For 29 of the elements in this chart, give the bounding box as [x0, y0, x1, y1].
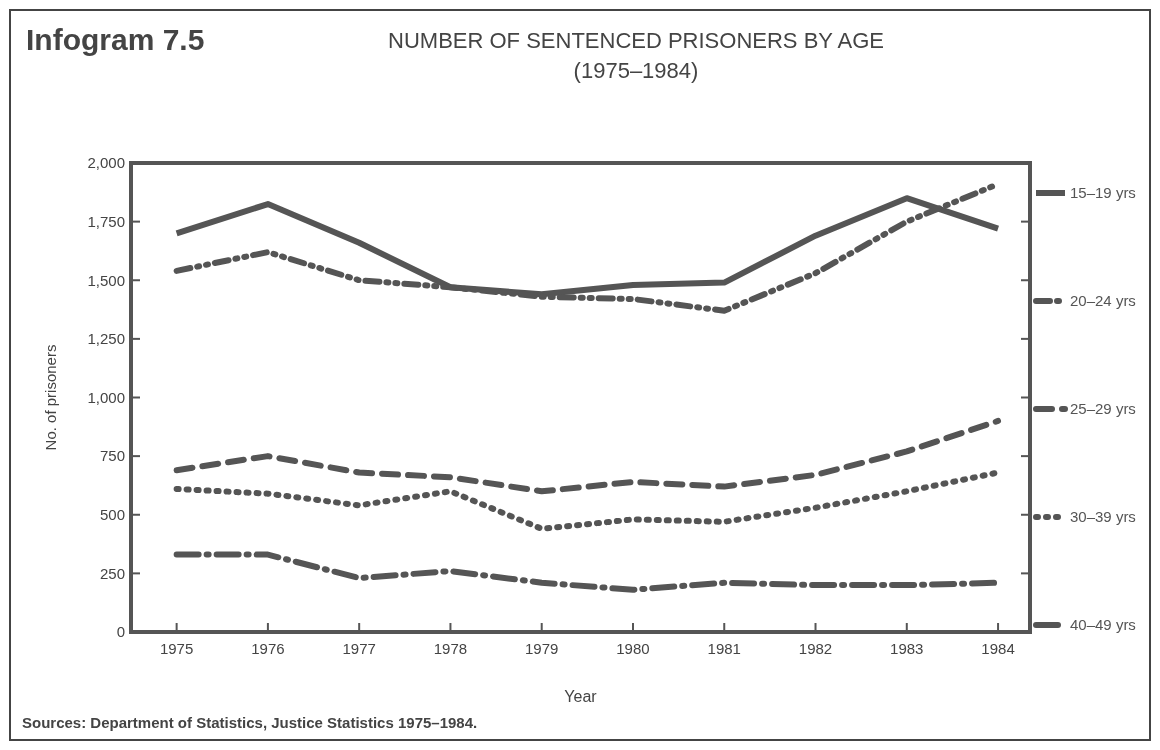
- y-tick-label: 750: [99, 447, 125, 465]
- y-tick-label: 1,250: [87, 330, 125, 348]
- y-tick-label: 250: [99, 564, 125, 582]
- y-tick-label: 1,750: [87, 212, 125, 230]
- x-tick-label: 1980: [616, 640, 650, 657]
- y-tick-label: 1,000: [87, 388, 125, 406]
- legend-label: 40–49 yrs: [1070, 616, 1136, 634]
- legend-label: 30–39 yrs: [1070, 508, 1136, 526]
- y-tick-label: 2,000: [87, 154, 125, 172]
- y-tick-label: 500: [99, 506, 125, 523]
- x-tick-label: 1983: [890, 640, 924, 657]
- chart-title: Infogram 7.5: [26, 23, 205, 56]
- source-note: Sources: Department of Statistics, Justice Statistics 1975–1984.: [22, 714, 478, 731]
- y-axis-title: No. of prisoners: [42, 344, 59, 451]
- y-tick-label: 1,500: [87, 271, 125, 289]
- x-axis-title: Year: [564, 688, 598, 705]
- x-tick-label: 1977: [342, 640, 376, 657]
- x-tick-label: 1982: [798, 640, 833, 657]
- legend-label: 15–19 yrs: [1070, 184, 1136, 202]
- x-tick-label: 1984: [981, 640, 1015, 657]
- legend-label: 25–29 yrs: [1070, 400, 1136, 418]
- x-tick-label: 1979: [525, 640, 559, 657]
- y-tick-label: 0: [116, 623, 125, 641]
- x-tick-label: 1981: [707, 640, 741, 657]
- x-tick-label: 1976: [251, 640, 285, 657]
- x-tick-label: 1975: [159, 640, 194, 657]
- x-tick-label: 1978: [433, 640, 468, 657]
- chart-subtitle: NUMBER OF SENTENCED PRISONERS BY AGE (1975–1984): [388, 28, 884, 83]
- legend-label: 20–24 yrs: [1070, 292, 1136, 310]
